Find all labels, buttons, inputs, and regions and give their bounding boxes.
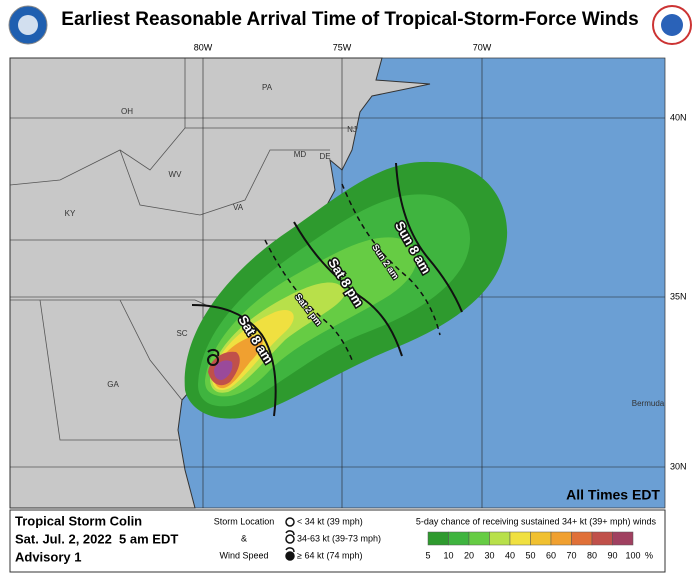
- borders: [9, 58, 358, 441]
- title: Earliest Reasonable Arrival Time of Trop…: [61, 9, 638, 30]
- place-label: PA: [262, 83, 273, 92]
- key-symbols: [285, 517, 295, 561]
- note: All Times EDT: [566, 487, 660, 503]
- legend-tick: 60: [546, 550, 556, 560]
- storm-symbol: [207, 348, 220, 366]
- isochrone-solid: [191, 304, 277, 417]
- legend-tick: 70: [566, 550, 576, 560]
- legend-swatch: [489, 531, 511, 546]
- place-label: WV: [169, 170, 183, 179]
- legend-swatch: [591, 531, 613, 546]
- legend-swatch: [530, 531, 552, 546]
- advisory-number: Advisory 1: [15, 549, 81, 564]
- legend-tick: 20: [464, 550, 474, 560]
- legend-title: 5-day chance of receiving sustained 34+ …: [416, 516, 657, 526]
- lat-label: 40N: [670, 112, 687, 122]
- key-title: &: [241, 533, 247, 543]
- legend-tick: 50: [525, 550, 535, 560]
- isochrone-solid: [293, 221, 403, 357]
- legend-tick: 90: [607, 550, 617, 560]
- nws-logo-inner: [661, 14, 683, 36]
- map: [9, 57, 666, 509]
- lon-label: 70W: [473, 42, 492, 52]
- probability-swath: [184, 161, 508, 419]
- legend-tick: 10: [443, 550, 453, 560]
- key-title: Wind Speed: [219, 550, 268, 560]
- place-label: GA: [107, 380, 119, 389]
- legend-swatch: [612, 531, 634, 546]
- legend-tick: 80: [587, 550, 597, 560]
- lat-label: 30N: [670, 461, 687, 471]
- advisory-date: Sat. Jul. 2, 2022 5 am EDT: [15, 531, 178, 546]
- legend-tick: 30: [484, 550, 494, 560]
- place-label: SC: [176, 329, 187, 338]
- legend-swatch: [571, 531, 593, 546]
- storm-name: Tropical Storm Colin: [15, 513, 142, 528]
- place-label: MD: [294, 150, 307, 159]
- key-item: < 34 kt (39 mph): [297, 516, 363, 526]
- noaa-logo-inner: [18, 15, 38, 35]
- lon-label: 80W: [194, 42, 213, 52]
- outline: [9, 57, 666, 509]
- legend-tick: 5: [425, 550, 430, 560]
- isochrone-dashed: [264, 239, 353, 361]
- key-item: 34-63 kt (39-73 mph): [297, 533, 381, 543]
- key-title: Storm Location: [214, 516, 275, 526]
- place-label: VA: [233, 203, 244, 212]
- isochrone-solid: [395, 162, 463, 313]
- legend-unit: %: [645, 550, 653, 560]
- legend-swatch: [550, 531, 572, 546]
- place-label: DE: [319, 152, 330, 161]
- lat-label: 35N: [670, 291, 687, 301]
- legend-tick: 40: [505, 550, 515, 560]
- legend-tick: 100: [625, 550, 640, 560]
- place-label: OH: [121, 107, 133, 116]
- key-item: ≥ 64 kt (74 mph): [297, 550, 362, 560]
- legend-swatch: [468, 531, 490, 546]
- swath-90: [214, 360, 233, 380]
- place-label: KY: [65, 209, 76, 218]
- legend-swatch: [427, 531, 449, 546]
- place-label: NJ: [347, 125, 357, 134]
- isochrone-dashed: [341, 183, 441, 336]
- lon-label: 75W: [333, 42, 352, 52]
- place-label: Bermuda: [632, 399, 665, 408]
- legend-swatch: [509, 531, 531, 546]
- legend-swatch: [448, 531, 470, 546]
- isochrones: [191, 162, 463, 417]
